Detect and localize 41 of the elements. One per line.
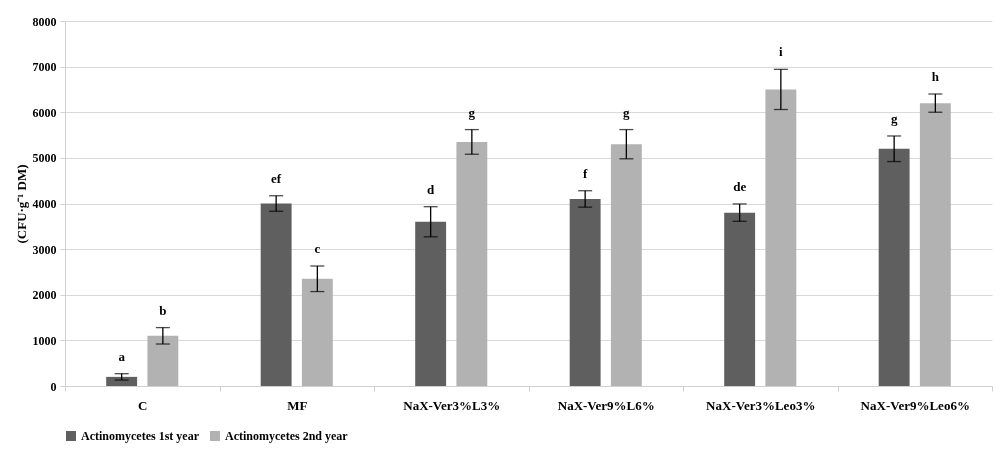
data-label: g xyxy=(468,104,476,120)
bar xyxy=(301,278,333,386)
x-tick-label: NaX-Ver3%L3% xyxy=(403,397,501,413)
y-tick-label: 3000 xyxy=(32,242,57,257)
data-label: g xyxy=(623,104,631,120)
data-label: h xyxy=(931,69,940,84)
y-tick-label: 7000 xyxy=(32,60,57,75)
bar xyxy=(415,221,447,386)
x-tick-label: NaX-Ver3%Leo3% xyxy=(706,397,816,413)
data-label: de xyxy=(733,178,747,194)
data-label: g xyxy=(890,110,898,126)
data-label: b xyxy=(159,302,167,318)
bar xyxy=(919,103,951,386)
x-tick-label: NaX-Ver9%L6% xyxy=(557,397,655,413)
bar xyxy=(147,335,179,386)
y-axis-title: (CFU·g⁻¹ DM) xyxy=(13,164,29,244)
bar xyxy=(610,144,642,386)
data-label: a xyxy=(118,348,126,364)
y-tick-label: 0 xyxy=(50,379,57,394)
bar xyxy=(724,212,756,386)
data-label: d xyxy=(427,181,436,197)
y-tick-label: 6000 xyxy=(32,105,57,120)
data-label: ef xyxy=(271,170,282,186)
bar xyxy=(569,198,601,386)
x-tick-label: NaX-Ver9%Leo6% xyxy=(860,397,970,413)
y-tick-label: 2000 xyxy=(32,288,57,303)
data-label: f xyxy=(582,165,588,181)
y-tick-label: 4000 xyxy=(32,197,57,211)
y-tick-label: 8000 xyxy=(32,14,57,29)
bar xyxy=(456,141,488,386)
y-tick-label: 5000 xyxy=(32,151,57,166)
x-tick-label: C xyxy=(138,397,148,413)
y-tick-label: 1000 xyxy=(32,333,57,348)
bar xyxy=(260,203,292,386)
legend-label: Actinomycetes 1st year xyxy=(81,429,200,443)
legend-label: Actinomycetes 2nd year xyxy=(225,429,349,443)
x-tick-label: MF xyxy=(287,397,308,413)
bar xyxy=(878,148,910,386)
data-label: c xyxy=(314,241,321,257)
bar xyxy=(765,89,797,386)
data-label: i xyxy=(779,44,784,60)
